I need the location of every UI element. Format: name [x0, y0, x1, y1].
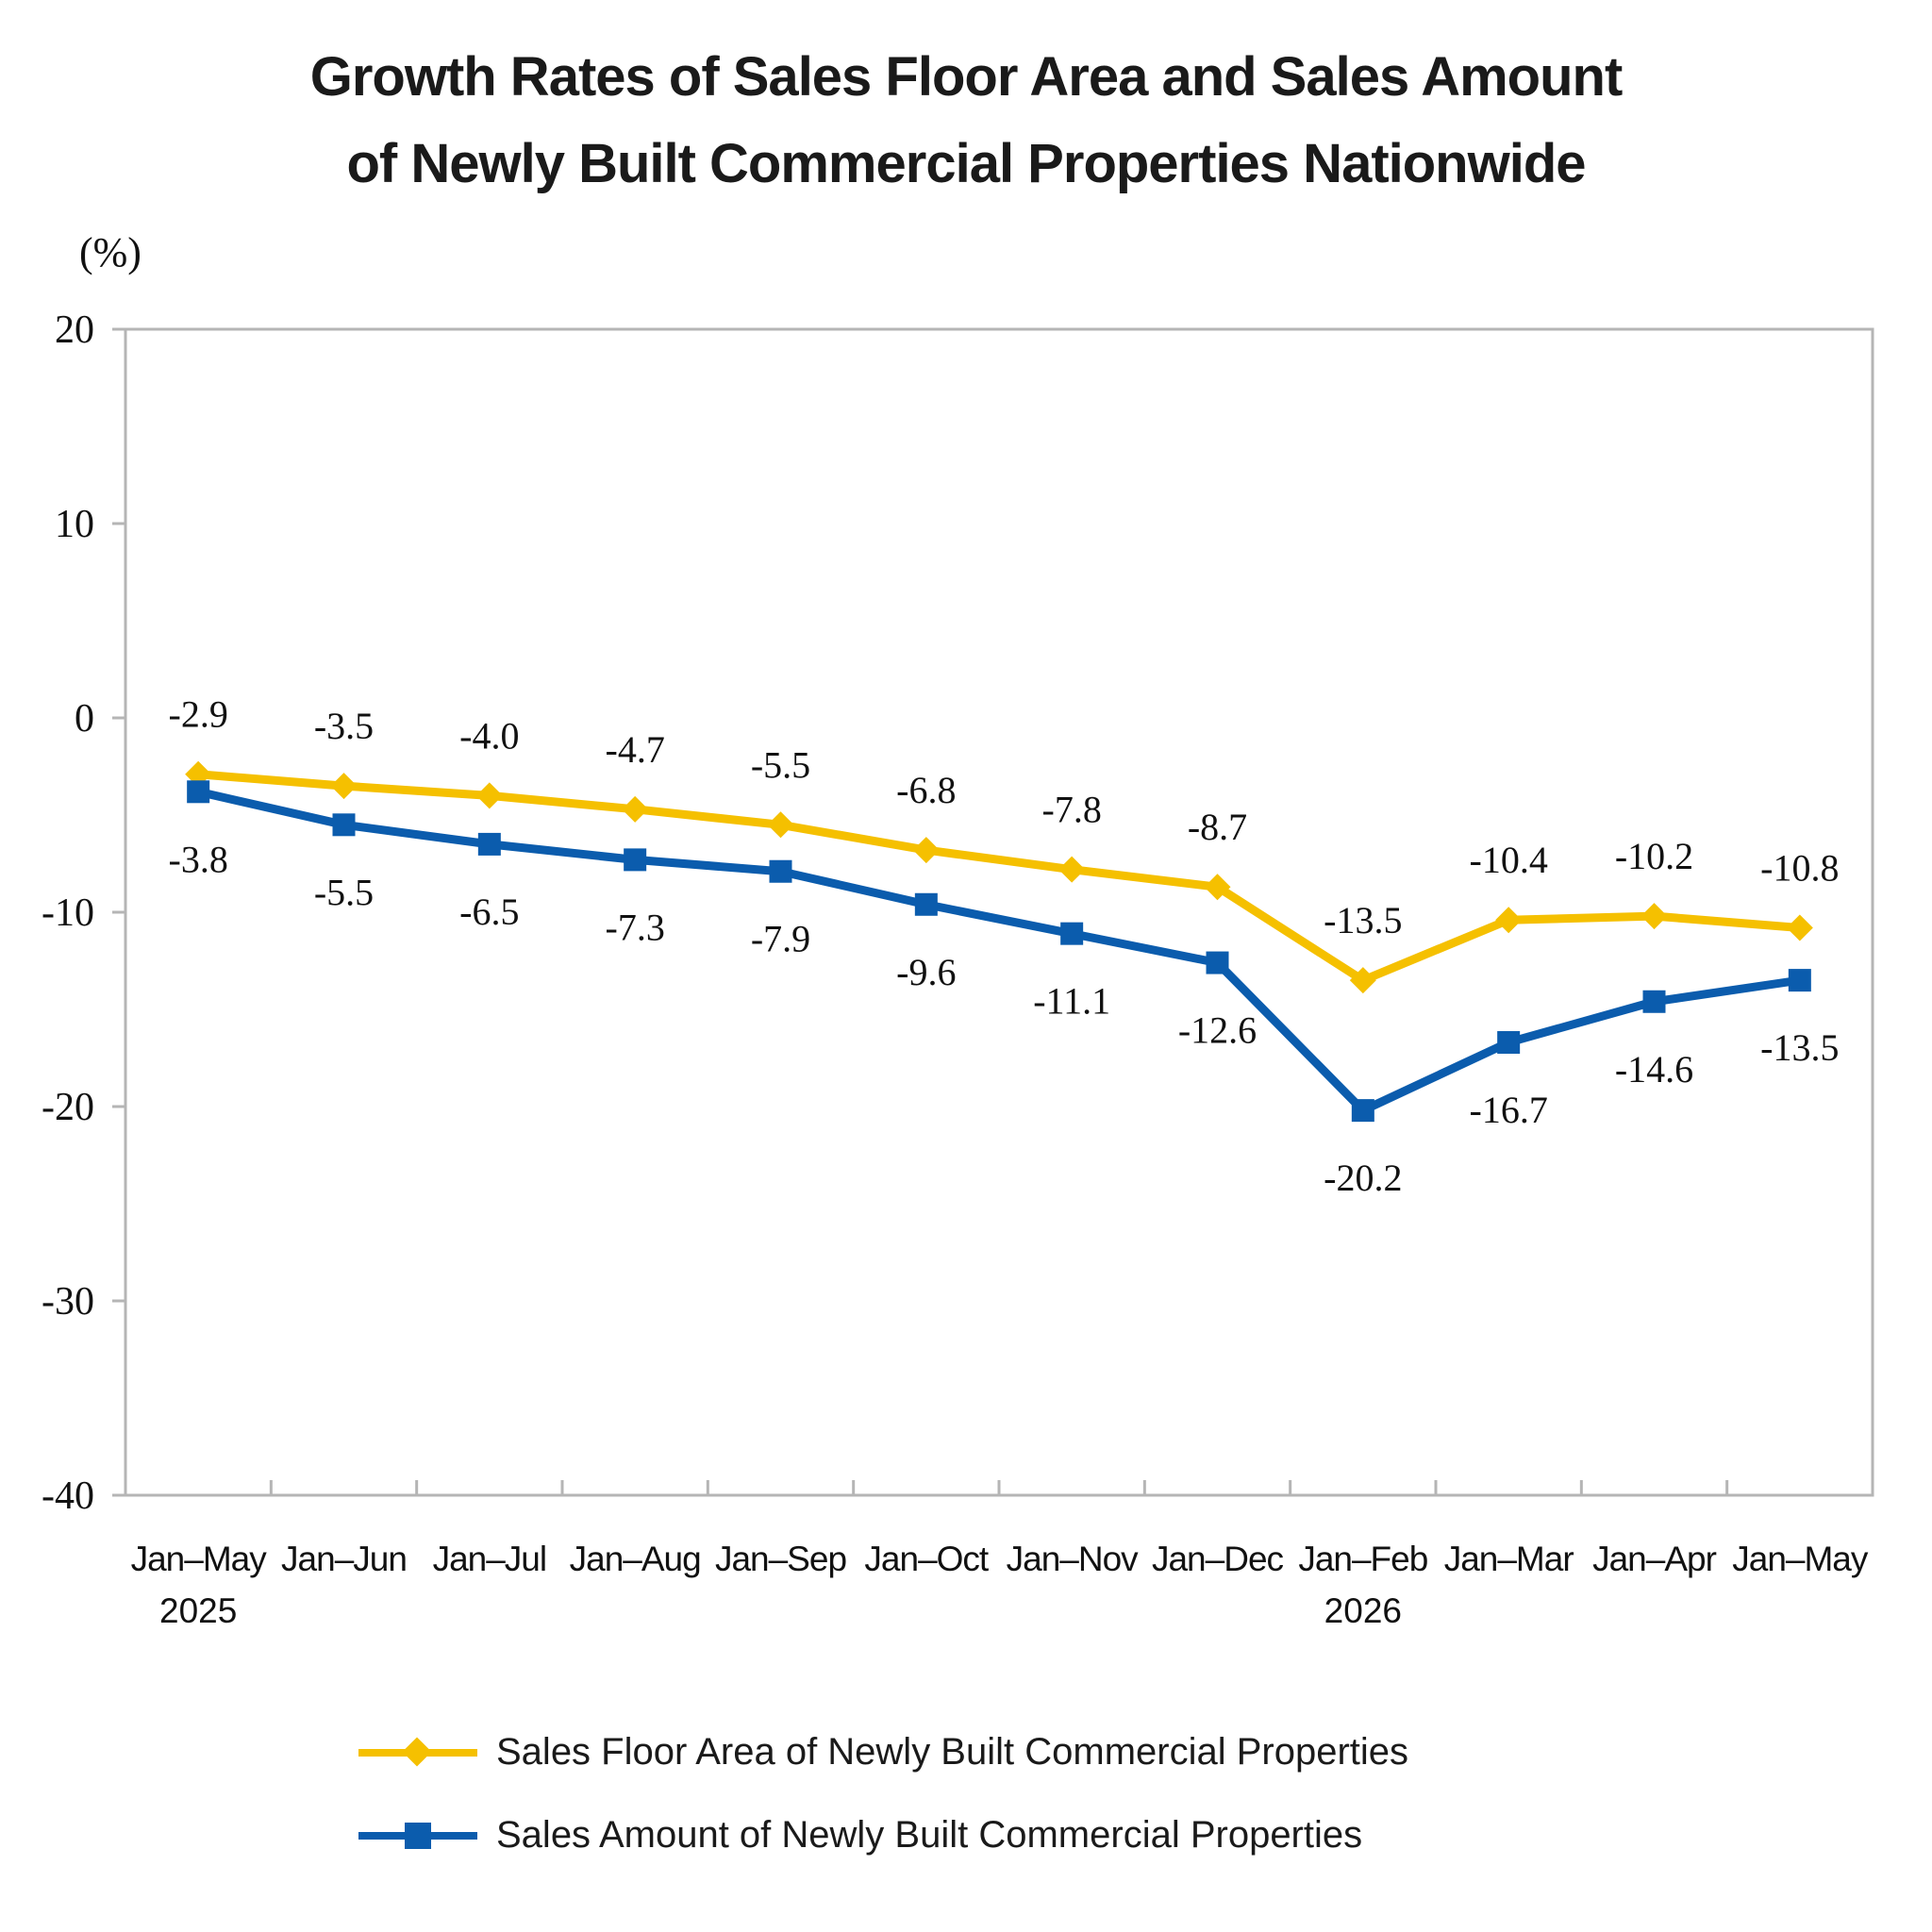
sales-floor-area-data-label: -6.8: [896, 769, 956, 811]
sales-amount-data-label: -13.5: [1760, 1026, 1839, 1069]
sales-amount-data-label: -5.5: [314, 871, 374, 913]
sales-floor-area-point: [1641, 903, 1668, 930]
sales-amount-data-label: -12.6: [1178, 1009, 1257, 1052]
chart-title-line-1: Growth Rates of Sales Floor Area and Sal…: [309, 46, 1624, 108]
sales-floor-area-data-label: -7.8: [1042, 789, 1102, 831]
sales-floor-area-point: [475, 782, 503, 809]
y-axis-unit-label: (%): [79, 229, 142, 275]
x-category-label: Jan–Oct: [864, 1540, 990, 1578]
y-tick-label: -20: [42, 1086, 94, 1129]
x-category-label: Jan–Feb: [1298, 1540, 1427, 1578]
legend-swatch-sales-amount: [358, 1817, 477, 1855]
sales-amount-point: [1497, 1031, 1521, 1055]
sales-amount-point: [1788, 969, 1811, 992]
sales-floor-area-data-label: -2.9: [169, 693, 228, 736]
x-category-label: Jan–May: [1732, 1540, 1869, 1578]
sales-amount-data-label: -7.3: [606, 906, 665, 948]
sales-floor-area-data-label: -10.8: [1760, 846, 1839, 889]
sales-floor-area-point: [330, 773, 358, 800]
x-category-label: Jan–Sep: [715, 1540, 846, 1578]
y-tick-label: 10: [55, 503, 94, 546]
sales-floor-area-data-label: -3.5: [314, 705, 374, 747]
sales-floor-area-data-label: -4.7: [606, 728, 665, 771]
sales-amount-data-label: -3.8: [169, 838, 228, 880]
legend-diamond-marker: [402, 1736, 432, 1767]
x-category-label: Jan–Jul: [433, 1540, 547, 1578]
sales-amount-point: [1206, 951, 1229, 974]
legend-label-sales-amount: Sales Amount of Newly Built Commercial P…: [496, 1814, 1363, 1856]
x-category-label: Jan–Jun: [281, 1540, 407, 1578]
sales-floor-area-point: [622, 795, 649, 823]
sales-floor-area-data-label: -10.2: [1615, 835, 1693, 877]
sales-amount-data-label: -7.9: [751, 918, 810, 960]
x-category-label: Jan–Apr: [1592, 1540, 1716, 1578]
x-category-year-label: 2025: [159, 1591, 237, 1630]
sales-floor-area-data-label: -13.5: [1324, 899, 1402, 941]
x-category-label: Jan–May: [131, 1540, 268, 1578]
sales-floor-area-data-label: -10.4: [1470, 839, 1548, 881]
sales-floor-area-point: [1495, 907, 1523, 934]
chart-title-line-2: of Newly Built Commercial Properties Nat…: [346, 133, 1586, 194]
sales-floor-area-point: [1058, 856, 1086, 883]
x-category-label: Jan–Aug: [570, 1540, 701, 1578]
legend-item-sales-floor-area: Sales Floor Area of Newly Built Commerci…: [358, 1731, 1408, 1774]
sales-amount-point: [914, 892, 938, 916]
sales-amount-data-label: -20.2: [1324, 1157, 1402, 1199]
y-tick-label: -30: [42, 1280, 94, 1324]
x-category-year-label: 2026: [1324, 1591, 1402, 1630]
sales-floor-area-data-label: -5.5: [751, 743, 810, 786]
sales-amount-point: [769, 859, 792, 883]
sales-amount-point: [624, 848, 647, 872]
legend-label-sales-floor-area: Sales Floor Area of Newly Built Commerci…: [496, 1731, 1409, 1773]
y-tick-label: -10: [42, 891, 94, 935]
sales-floor-area-point: [1349, 967, 1376, 994]
sales-floor-area-data-label: -4.0: [459, 714, 519, 757]
series-line-sales-floor-area: [193, 770, 1805, 985]
series-line-sales-amount: [193, 787, 1805, 1115]
sales-amount-data-label: -11.1: [1033, 980, 1110, 1023]
sales-floor-area-point: [767, 811, 794, 839]
x-category-label: Jan–Dec: [1152, 1540, 1284, 1578]
plot-frame: [124, 327, 1874, 1497]
sales-amount-point: [1060, 922, 1084, 945]
legend-swatch-sales-floor-area: [358, 1734, 477, 1772]
sales-amount-data-label: -14.6: [1615, 1048, 1693, 1091]
legend-item-sales-amount: Sales Amount of Newly Built Commercial P…: [358, 1814, 1362, 1857]
y-tick-label: 0: [75, 697, 94, 741]
legend-square-marker: [405, 1822, 431, 1849]
sales-amount-data-label: -9.6: [896, 951, 956, 993]
sales-floor-area-point: [912, 837, 940, 864]
sales-amount-point: [187, 780, 210, 804]
sales-amount-data-label: -16.7: [1470, 1089, 1548, 1131]
sales-floor-area-point: [1204, 874, 1231, 901]
y-tick-label: 20: [55, 308, 94, 352]
sales-amount-data-label: -6.5: [459, 891, 519, 933]
sales-floor-area-data-label: -8.7: [1188, 806, 1247, 848]
sales-amount-point: [1351, 1099, 1374, 1123]
sales-amount-point: [477, 832, 501, 856]
x-category-label: Jan–Mar: [1444, 1540, 1574, 1578]
sales-amount-point: [1642, 990, 1666, 1013]
sales-floor-area-point: [1786, 914, 1813, 941]
x-category-label: Jan–Nov: [1007, 1540, 1140, 1578]
sales-amount-point: [332, 813, 356, 837]
y-tick-label: -40: [42, 1474, 94, 1518]
